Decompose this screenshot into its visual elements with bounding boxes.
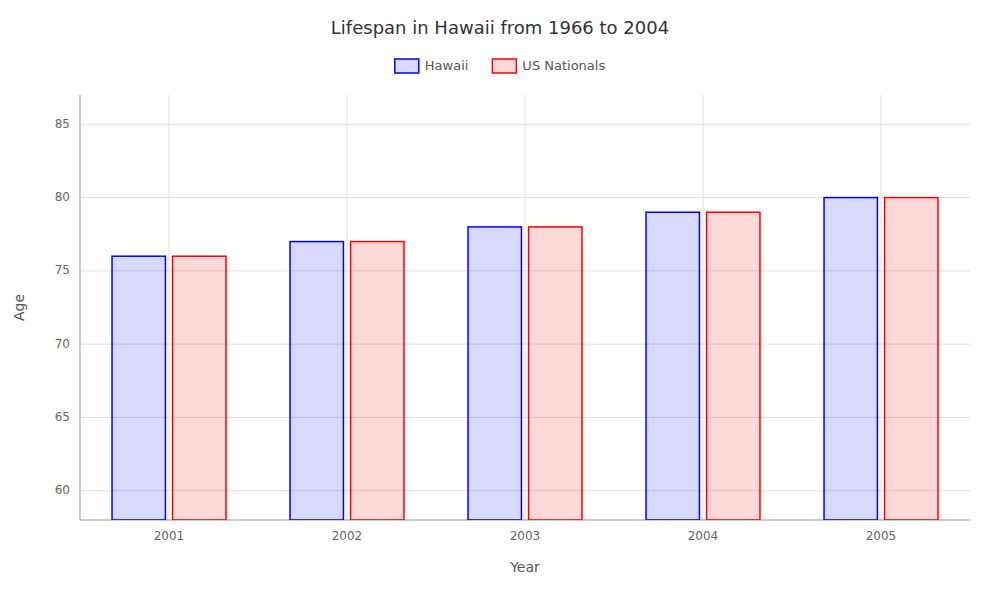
y-tick-label: 85 (55, 117, 70, 131)
x-tick-label: 2003 (510, 529, 541, 543)
chart-container: 60 65 70 75 80 85 2001 2002 2003 2004 2005 Year Age L… (0, 0, 1000, 600)
y-tick-label: 75 (55, 263, 70, 277)
bar (290, 242, 343, 520)
bar (885, 198, 938, 520)
legend-item: US Nationals (492, 58, 605, 74)
y-tick-label: 65 (55, 410, 70, 424)
x-tick-label: 2004 (688, 529, 719, 543)
background (0, 0, 1000, 600)
legend-swatch (492, 59, 516, 73)
y-axis-line (80, 95, 81, 520)
legend: Hawaii US Nationals (395, 58, 606, 74)
bar (707, 212, 760, 520)
x-grid-line (347, 95, 348, 520)
x-grid-line (703, 95, 704, 520)
x-tick-label: 2001 (154, 529, 185, 543)
y-axis-label: Age (11, 294, 27, 321)
legend-label: US Nationals (522, 58, 605, 73)
grid (80, 95, 970, 520)
x-grid-line (881, 95, 882, 520)
bar (112, 256, 165, 520)
x-tick-label: 2005 (866, 529, 897, 543)
bar (824, 198, 877, 520)
x-grid-line (525, 95, 526, 520)
legend-label: Hawaii (425, 58, 469, 73)
y-tick-label: 60 (55, 483, 70, 497)
bar (529, 227, 582, 520)
bar (468, 227, 521, 520)
bar (646, 212, 699, 520)
y-tick-label: 70 (55, 337, 70, 351)
chart-svg: 60 65 70 75 80 85 2001 2002 2003 2004 2005 Year Age L… (0, 0, 1000, 600)
chart-title: Lifespan in Hawaii from 1966 to 2004 (331, 17, 669, 38)
legend-swatch (395, 59, 419, 73)
bars (112, 198, 938, 520)
x-grid-line (169, 95, 170, 520)
y-tick-label: 80 (55, 190, 70, 204)
x-tick-label: 2002 (332, 529, 363, 543)
x-axis-label: Year (509, 559, 540, 575)
bar (351, 242, 404, 520)
bar (173, 256, 226, 520)
legend-item: Hawaii (395, 58, 469, 74)
